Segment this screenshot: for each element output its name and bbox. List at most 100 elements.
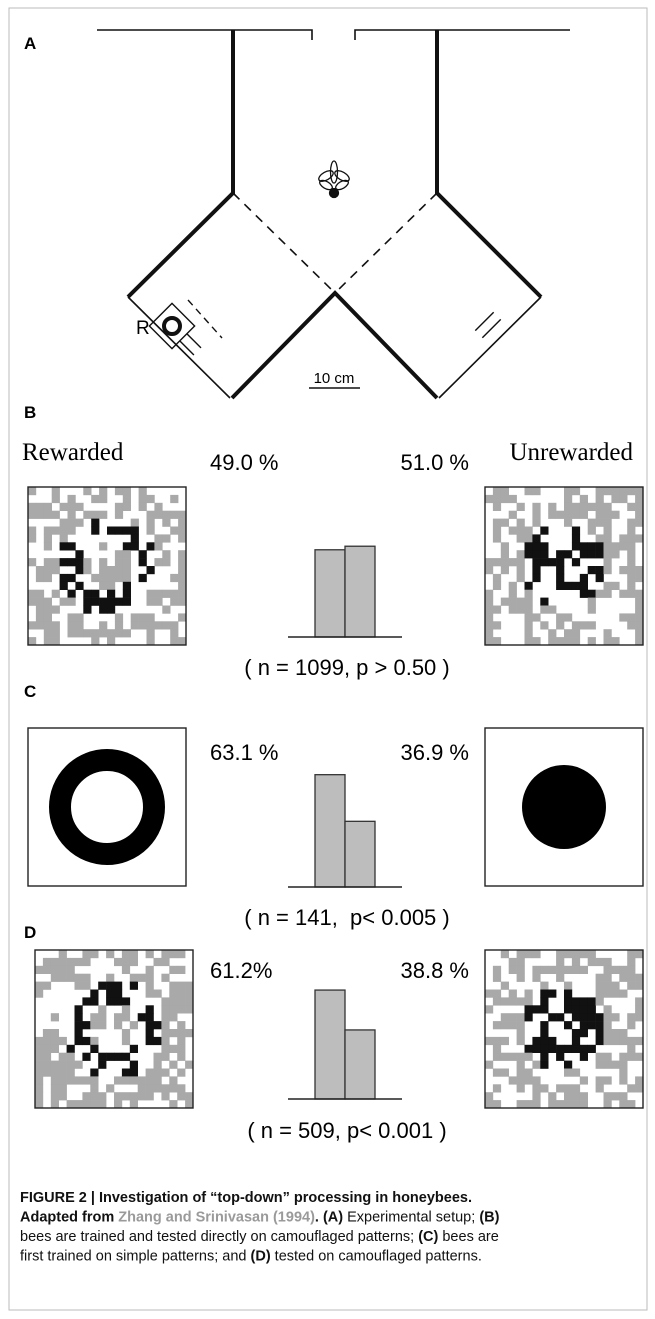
pattern-cell: [153, 1060, 162, 1069]
pattern-cell: [130, 542, 139, 551]
pattern-cell: [564, 1005, 573, 1014]
pattern-cell: [99, 573, 108, 583]
caption-run: tested on camouflaged patterns.: [271, 1249, 482, 1265]
pattern-cell: [122, 494, 131, 504]
pattern-cell: [500, 550, 509, 559]
pattern-cell: [548, 1100, 557, 1109]
pattern-cell: [492, 1052, 502, 1061]
bar: [344, 1029, 376, 1100]
pattern-cell: [619, 1100, 628, 1109]
pattern-cell: [619, 487, 628, 496]
pattern-cell: [162, 550, 171, 559]
pattern-cell: [492, 1044, 502, 1053]
pattern-cell: [524, 1100, 533, 1109]
pattern-cell: [564, 950, 573, 959]
pattern-cell: [145, 1005, 154, 1014]
bar: [344, 820, 376, 888]
pattern-cell: [564, 1100, 573, 1109]
pattern-cell: [500, 558, 509, 567]
pattern-cell: [50, 965, 59, 974]
pattern-cell: [161, 973, 170, 982]
scale-label: 10 cm: [314, 370, 355, 387]
pattern-cell: [532, 542, 541, 551]
pattern-cell: [121, 965, 131, 974]
pattern-cell: [91, 573, 100, 583]
pattern-cell: [595, 973, 604, 982]
pattern-cell: [185, 989, 194, 998]
pattern-cell: [114, 550, 124, 559]
pattern-cell: [99, 566, 108, 575]
pattern-cell: [43, 510, 52, 519]
pattern-cell: [107, 566, 116, 575]
pattern-cell: [28, 558, 37, 567]
pattern-cell: [516, 558, 525, 567]
pattern-cell: [500, 997, 509, 1006]
pattern-cell: [571, 502, 581, 511]
pattern-cell: [579, 573, 588, 583]
pattern-cell: [137, 1076, 146, 1085]
pattern-cell: [121, 1013, 131, 1022]
pattern-cell: [532, 558, 541, 567]
pattern-cell: [571, 965, 581, 974]
pattern-cell: [492, 518, 502, 527]
pattern-cell: [129, 1092, 138, 1101]
pattern-cell: [43, 542, 52, 551]
pattern-cell: [99, 581, 108, 590]
pattern-cell: [59, 573, 68, 583]
pattern-cell: [579, 1044, 588, 1053]
caption-run: Adapted from: [20, 1210, 118, 1226]
pattern-cell: [619, 1092, 628, 1101]
stimulus-border: [484, 486, 644, 646]
pattern-cell: [90, 1076, 99, 1085]
pattern-cell: [564, 1084, 573, 1093]
pattern-cell: [627, 613, 636, 622]
pattern-cell: [138, 613, 147, 622]
caption-run: (B): [479, 1210, 499, 1226]
pattern-cell: [51, 558, 60, 567]
pattern-cell: [145, 981, 154, 990]
pattern-cell: [51, 637, 60, 646]
pattern-cell: [75, 558, 84, 567]
pattern-cell: [524, 621, 533, 630]
pattern-cell: [99, 494, 108, 504]
pattern-cell: [114, 981, 123, 990]
pattern-cell: [146, 629, 155, 638]
pattern-cell: [611, 637, 620, 646]
pattern-cell: [500, 597, 509, 606]
pattern-cell: [122, 550, 131, 559]
pattern-cell: [50, 957, 59, 967]
pattern-cell: [58, 1052, 67, 1061]
pattern-cell: [121, 1068, 131, 1077]
pattern-cell: [146, 637, 155, 646]
pattern-cell: [35, 1100, 44, 1109]
pattern-cell: [169, 1044, 178, 1053]
pattern-cell: [170, 597, 179, 606]
caption-line: first trained on simple patterns; and (D…: [20, 1249, 482, 1265]
pattern-cell: [67, 518, 76, 527]
pattern-cell: [611, 1036, 620, 1046]
pattern-cell: [603, 589, 612, 598]
pattern-cell: [153, 989, 162, 998]
pattern-cell: [146, 613, 155, 622]
pattern-cell: [58, 1036, 67, 1046]
pattern-cell: [603, 989, 612, 998]
stats: ( n = 509, p< 0.001 ): [247, 1118, 446, 1143]
header-unrewarded: Unrewarded: [509, 439, 633, 466]
pattern-cell: [603, 637, 612, 646]
pattern-cell: [619, 965, 628, 974]
pattern-cell: [114, 597, 124, 606]
pattern-cell: [579, 550, 588, 559]
pattern-cell: [129, 1044, 138, 1053]
pattern-cell: [500, 566, 509, 575]
pattern-cell: [603, 1029, 612, 1038]
pattern-cell: [571, 534, 581, 543]
pattern-cell: [619, 613, 628, 622]
pattern-cell: [185, 1029, 194, 1038]
pattern-cell: [98, 981, 107, 990]
pattern-cell: [35, 981, 44, 990]
pattern-cell: [58, 1084, 67, 1093]
pattern-cell: [587, 589, 596, 598]
pattern-cell: [492, 494, 502, 504]
pattern-cell: [75, 581, 84, 590]
pattern-cell: [635, 518, 644, 527]
